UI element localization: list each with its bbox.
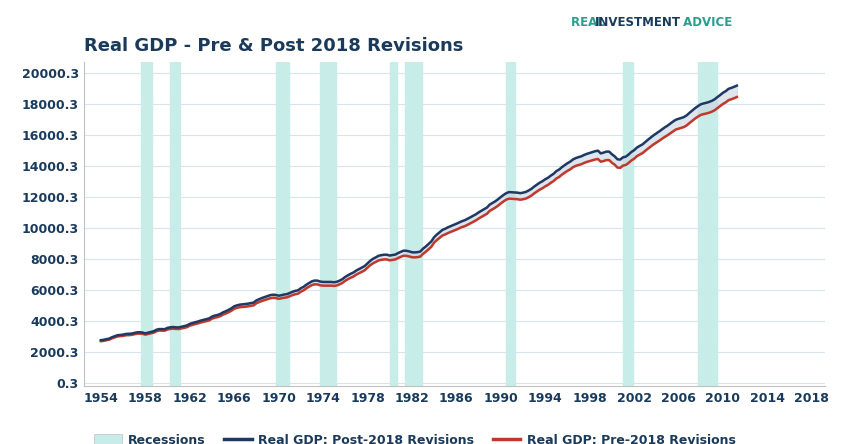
Text: REAL: REAL xyxy=(571,16,609,29)
Bar xyxy=(623,62,633,386)
Bar xyxy=(276,62,289,386)
Bar xyxy=(390,62,397,386)
Bar xyxy=(405,62,422,386)
Text: ADVICE: ADVICE xyxy=(679,16,732,29)
Bar xyxy=(320,62,336,386)
Legend: Recessions, Real GDP: Post-2018 Revisions, Real GDP: Pre-2018 Revisions: Recessions, Real GDP: Post-2018 Revision… xyxy=(90,430,739,444)
Text: ...: ... xyxy=(542,25,554,35)
Bar xyxy=(698,62,717,386)
Bar xyxy=(141,62,152,386)
Bar xyxy=(506,62,515,386)
Text: INVESTMENT: INVESTMENT xyxy=(594,16,680,29)
Text: Real GDP - Pre & Post 2018 Revisions: Real GDP - Pre & Post 2018 Revisions xyxy=(84,37,464,55)
Bar xyxy=(170,62,179,386)
